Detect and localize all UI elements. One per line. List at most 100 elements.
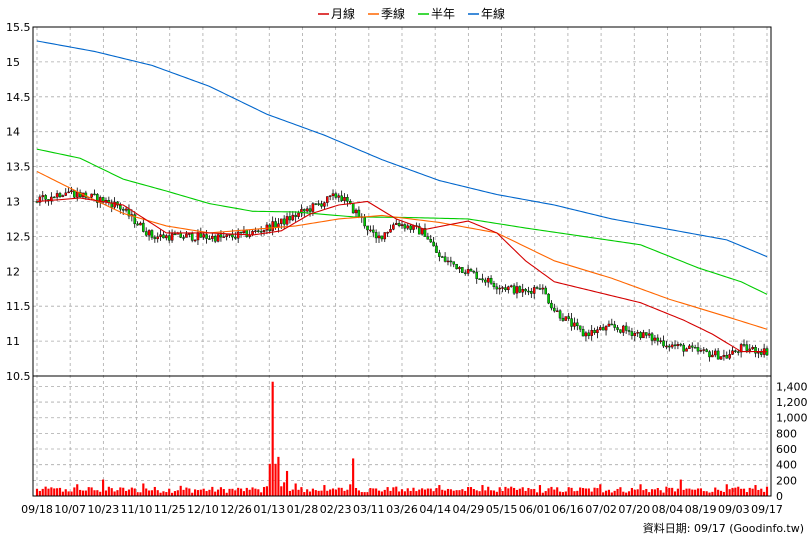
candle-up bbox=[406, 225, 410, 229]
x-tick-label: 01/13 bbox=[253, 503, 285, 516]
candle-down bbox=[308, 208, 312, 212]
candle-down bbox=[443, 256, 447, 262]
volume-bar bbox=[458, 490, 461, 496]
volume-tick-label: 800 bbox=[776, 427, 797, 440]
candle-up bbox=[254, 230, 257, 232]
volume-bar bbox=[363, 492, 366, 496]
volume-bar bbox=[248, 489, 251, 496]
candle-down bbox=[742, 344, 746, 346]
volume-bar bbox=[426, 488, 429, 496]
candle-down bbox=[334, 193, 338, 198]
volume-bar bbox=[182, 489, 185, 496]
volume-bar bbox=[602, 492, 605, 496]
volume-bar bbox=[616, 488, 619, 496]
volume-bar bbox=[317, 490, 320, 496]
candle-up bbox=[685, 348, 688, 352]
volume-bar bbox=[751, 488, 754, 496]
volume-bar bbox=[714, 487, 717, 496]
x-tick-label: 08/04 bbox=[652, 503, 684, 516]
candle-down bbox=[668, 345, 671, 348]
candle-down bbox=[162, 234, 165, 239]
volume-bar bbox=[581, 488, 585, 496]
candle-up bbox=[702, 349, 706, 351]
volume-bar bbox=[375, 488, 378, 496]
candle-down bbox=[489, 277, 493, 284]
candle-down bbox=[624, 325, 628, 331]
volume-bar bbox=[73, 487, 76, 496]
candle-down bbox=[440, 256, 444, 258]
volume-bar bbox=[409, 490, 412, 496]
candle-down bbox=[734, 350, 737, 352]
volume-bar bbox=[469, 487, 473, 496]
candle-down bbox=[409, 225, 412, 230]
volume-bar bbox=[116, 490, 119, 496]
candle-up bbox=[670, 344, 674, 348]
candle-down bbox=[736, 351, 740, 353]
volume-bar bbox=[630, 487, 633, 496]
candle-up bbox=[757, 351, 760, 354]
candle-down bbox=[524, 289, 527, 292]
volume-bar bbox=[501, 491, 504, 496]
volume-bar bbox=[127, 489, 131, 496]
candle-down bbox=[317, 203, 320, 205]
x-tick-label: 09/17 bbox=[751, 503, 783, 516]
candle-down bbox=[257, 230, 260, 232]
candle-up bbox=[55, 193, 59, 198]
candle-down bbox=[682, 344, 685, 352]
volume-tick-label: 200 bbox=[776, 474, 797, 487]
volume-bar bbox=[320, 490, 323, 496]
candle-up bbox=[713, 350, 717, 356]
candle-down bbox=[481, 278, 484, 281]
x-tick-label: 12/10 bbox=[187, 503, 219, 516]
price-tick-label: 10.5 bbox=[6, 370, 31, 383]
candle-up bbox=[400, 224, 404, 227]
volume-bar bbox=[277, 456, 280, 496]
volume-tick-label: 400 bbox=[776, 459, 797, 472]
candle-down bbox=[432, 241, 435, 247]
price-tick-label: 14.5 bbox=[6, 91, 31, 104]
x-tick-label: 11/25 bbox=[154, 503, 186, 516]
candle-down bbox=[567, 316, 570, 319]
volume-bar bbox=[731, 487, 734, 496]
volume-bar bbox=[435, 488, 438, 496]
candle-up bbox=[337, 195, 341, 198]
candle-up bbox=[722, 355, 726, 357]
candle-down bbox=[44, 195, 47, 200]
candle-up bbox=[354, 209, 358, 214]
candle-down bbox=[78, 191, 82, 198]
volume-bar bbox=[760, 488, 763, 496]
volume-bar bbox=[35, 488, 39, 496]
volume-bar bbox=[475, 490, 478, 496]
volume-bar bbox=[237, 487, 240, 496]
volume-bar bbox=[87, 487, 90, 496]
candle-up bbox=[225, 234, 228, 237]
volume-bar bbox=[53, 488, 56, 496]
volume-bar bbox=[576, 490, 579, 496]
volume-bar bbox=[306, 489, 309, 496]
candle-up bbox=[751, 347, 754, 350]
candle-up bbox=[486, 277, 490, 283]
volume-bar bbox=[757, 489, 760, 496]
candle-down bbox=[512, 285, 516, 294]
volume-bar bbox=[102, 479, 105, 496]
candle-down bbox=[538, 288, 542, 290]
volume-bar bbox=[484, 490, 487, 496]
candle-down bbox=[205, 234, 208, 239]
candle-up bbox=[676, 344, 680, 347]
volume-bar bbox=[260, 492, 263, 496]
candle-down bbox=[101, 197, 105, 203]
candle-down bbox=[426, 236, 430, 240]
volume-bar bbox=[188, 488, 191, 496]
volume-bar bbox=[573, 491, 576, 496]
volume-bar bbox=[58, 487, 62, 496]
volume-bar bbox=[76, 484, 79, 496]
candle-down bbox=[759, 351, 763, 355]
volume-tick-label: 1,400 bbox=[776, 380, 808, 393]
volume-bar bbox=[176, 490, 179, 496]
candle-up bbox=[311, 203, 315, 212]
volume-bar bbox=[354, 487, 358, 496]
volume-bar bbox=[642, 490, 645, 496]
volume-bar bbox=[179, 485, 182, 496]
candle-down bbox=[558, 310, 562, 319]
